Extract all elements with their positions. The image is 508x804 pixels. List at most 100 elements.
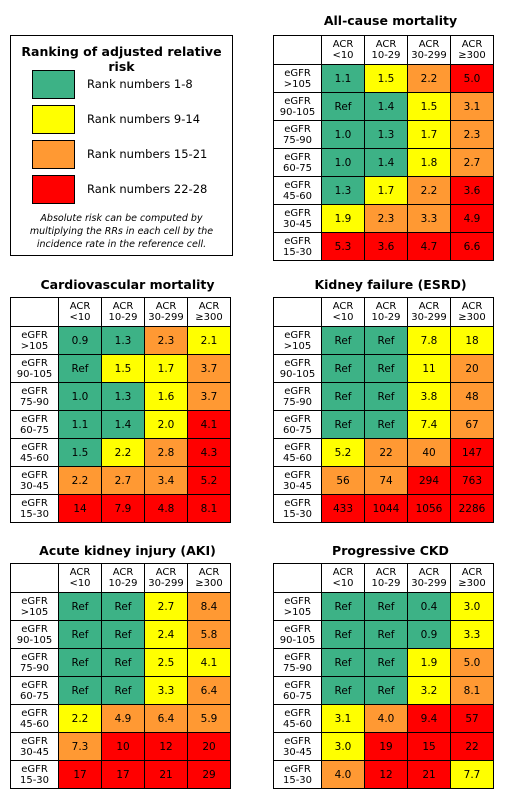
row-header: eGFR >105 — [10, 592, 59, 621]
risk-cell: 57 — [450, 704, 494, 733]
table-row: eGFR 90-105 Ref 1.5 1.7 3.7 — [10, 354, 231, 383]
row-header-line: 75-90 — [282, 396, 313, 408]
risk-cell: Ref — [58, 354, 102, 383]
risk-cell: 4.1 — [187, 410, 231, 439]
column-header-line: ACR — [375, 301, 397, 312]
risk-cell: 1.5 — [101, 354, 145, 383]
row-header: eGFR 90-105 — [273, 354, 322, 383]
row-header-line: eGFR — [284, 385, 311, 397]
risk-cell: 20 — [187, 732, 231, 761]
panel-title: Cardiovascular mortality — [40, 277, 215, 292]
risk-table: ACR <10 ACR 10-29 ACR 30-299 ACR ≥300 eGFR >105 0.… — [10, 297, 231, 523]
row-header-line: 30-45 — [19, 746, 50, 758]
table-row: eGFR 45-60 2.2 4.9 6.4 5.9 — [10, 704, 231, 733]
row-header-line: eGFR — [21, 651, 48, 663]
table-row: eGFR >105 Ref Ref 2.7 8.4 — [10, 592, 231, 621]
column-header-line: ≥300 — [458, 312, 486, 323]
row-header-line: eGFR — [21, 735, 48, 747]
risk-cell: 3.0 — [450, 592, 494, 621]
risk-cell: 2.4 — [144, 620, 188, 649]
risk-cell: 5.8 — [187, 620, 231, 649]
risk-cell: Ref — [321, 354, 365, 383]
column-header-line: 30-299 — [411, 50, 447, 61]
column-header: ACR ≥300 — [450, 563, 494, 593]
row-header: eGFR 30-45 — [10, 466, 59, 495]
table-row: eGFR 60-75 1.1 1.4 2.0 4.1 — [10, 410, 231, 439]
risk-cell: 12 — [144, 732, 188, 761]
row-header-line: eGFR — [21, 441, 48, 453]
risk-cell: Ref — [321, 326, 365, 355]
column-header: ACR 30-299 — [407, 563, 451, 593]
risk-cell: 67 — [450, 410, 494, 439]
risk-cell: 8.1 — [450, 676, 494, 705]
row-header-line: 45-60 — [19, 452, 50, 464]
risk-cell: 1.9 — [407, 648, 451, 677]
column-header-line: 10-29 — [371, 578, 401, 589]
row-header-line: 30-45 — [19, 480, 50, 492]
row-header-line: eGFR — [21, 679, 48, 691]
table-row: eGFR 90-105 Ref 1.4 1.5 3.1 — [273, 92, 494, 121]
risk-cell: Ref — [101, 620, 145, 649]
column-header: ACR <10 — [321, 35, 365, 65]
risk-cell: 1.5 — [364, 64, 408, 93]
row-header: eGFR 15-30 — [10, 494, 59, 523]
risk-cell: 7.8 — [407, 326, 451, 355]
column-header-line: ACR — [461, 301, 483, 312]
column-header-line: <10 — [332, 50, 354, 61]
row-header-line: 60-75 — [282, 162, 313, 174]
row-header-line: 75-90 — [282, 134, 313, 146]
column-header-line: 30-299 — [148, 578, 184, 589]
row-header-line: 15-30 — [19, 774, 50, 786]
row-header-line: eGFR — [284, 469, 311, 481]
row-header-line: eGFR — [284, 707, 311, 719]
row-header: eGFR 60-75 — [273, 676, 322, 705]
table-row: eGFR 30-45 7.3 10 12 20 — [10, 732, 231, 761]
legend-title: Ranking of adjusted relative risk — [21, 44, 222, 74]
column-header-line: <10 — [332, 578, 354, 589]
column-header-line: ACR — [155, 301, 177, 312]
risk-cell: Ref — [321, 592, 365, 621]
row-header: eGFR 15-30 — [273, 760, 322, 789]
column-header-line: 10-29 — [108, 312, 138, 323]
column-header-line: <10 — [332, 312, 354, 323]
row-header-line: 60-75 — [282, 690, 313, 702]
column-header-line: ACR — [112, 567, 134, 578]
table-row: eGFR 60-75 Ref Ref 3.3 6.4 — [10, 676, 231, 705]
row-header-line: eGFR — [284, 329, 311, 341]
row-header-line: 15-30 — [282, 774, 313, 786]
row-header-line: 60-75 — [19, 424, 50, 436]
risk-cell: 22 — [450, 732, 494, 761]
table-row: eGFR 60-75 Ref Ref 3.2 8.1 — [273, 676, 494, 705]
row-header: eGFR 15-30 — [273, 494, 322, 523]
column-header-line: ACR — [375, 567, 397, 578]
row-header-line: eGFR — [21, 707, 48, 719]
row-header-line: 90-105 — [16, 634, 53, 646]
risk-table: ACR <10 ACR 10-29 ACR 30-299 ACR ≥300 eGFR >105 Re… — [273, 297, 494, 523]
risk-cell: 48 — [450, 382, 494, 411]
column-header-line: 30-299 — [411, 312, 447, 323]
risk-cell: 2.2 — [101, 438, 145, 467]
risk-cell: 2.0 — [144, 410, 188, 439]
row-header-line: eGFR — [284, 95, 311, 107]
row-header-line: eGFR — [284, 651, 311, 663]
risk-cell: 2.7 — [450, 148, 494, 177]
row-header-line: eGFR — [284, 679, 311, 691]
risk-cell: 12 — [364, 760, 408, 789]
corner-cell — [10, 563, 59, 593]
risk-cell: 10 — [101, 732, 145, 761]
risk-cell: 1.9 — [321, 204, 365, 233]
risk-cell: 1.0 — [321, 148, 365, 177]
table-row: eGFR 75-90 Ref Ref 1.9 5.0 — [273, 648, 494, 677]
risk-cell: 22 — [364, 438, 408, 467]
column-header-line: ACR — [155, 567, 177, 578]
row-header: eGFR 60-75 — [10, 676, 59, 705]
table-row: eGFR 15-30 14 7.9 4.8 8.1 — [10, 494, 231, 523]
risk-cell: 1.3 — [101, 382, 145, 411]
risk-cell: Ref — [321, 382, 365, 411]
row-header-line: 30-45 — [282, 218, 313, 230]
risk-cell: 3.1 — [321, 704, 365, 733]
table-row: eGFR 60-75 Ref Ref 7.4 67 — [273, 410, 494, 439]
table-row: eGFR 30-45 3.0 19 15 22 — [273, 732, 494, 761]
risk-cell: 4.1 — [187, 648, 231, 677]
risk-cell: 6.4 — [144, 704, 188, 733]
